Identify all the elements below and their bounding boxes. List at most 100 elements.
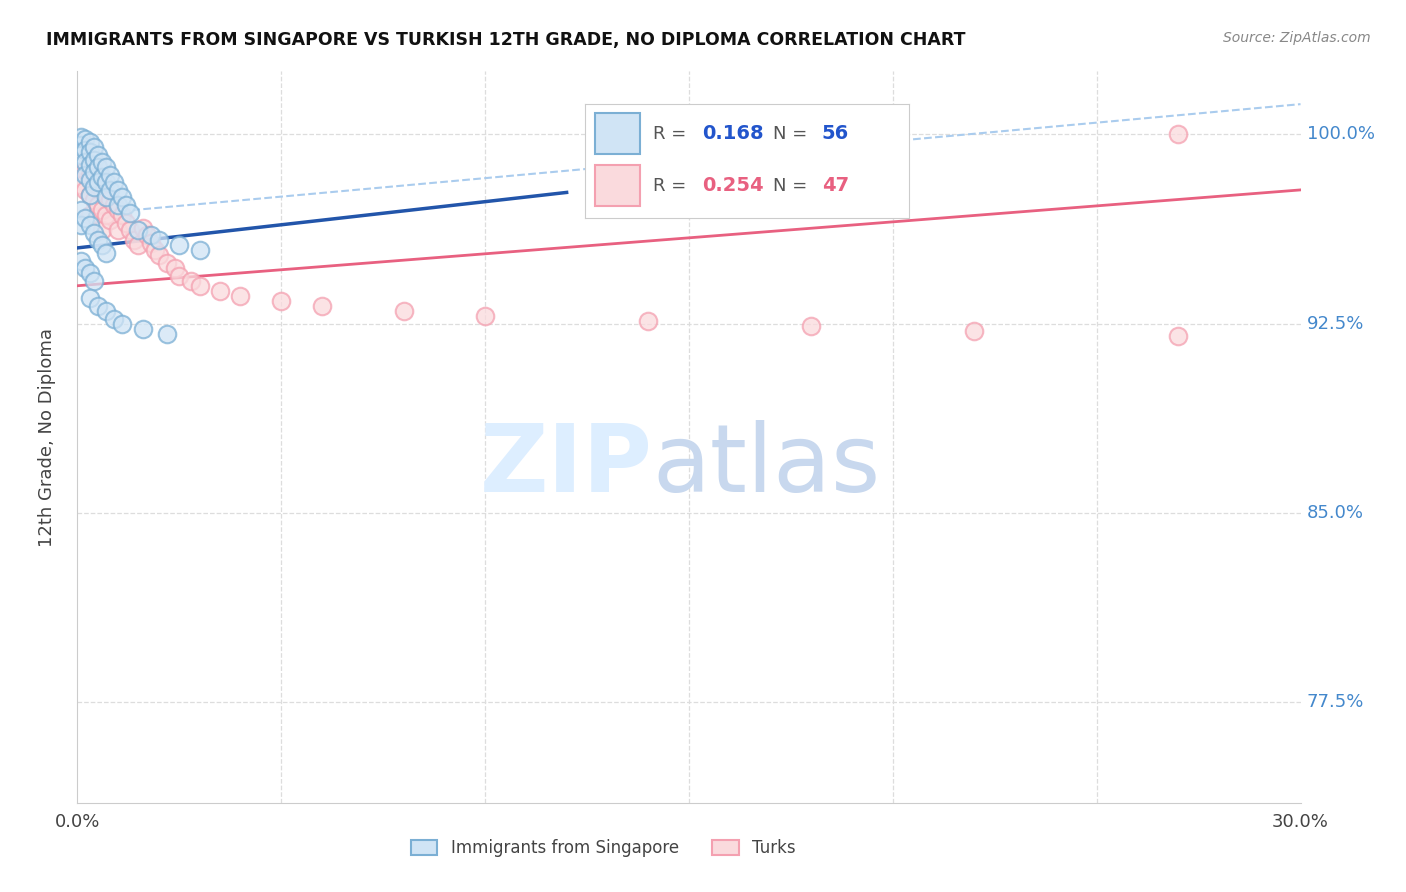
- Point: [208, 284, 231, 298]
- Point: [131, 220, 153, 235]
- Point: [83, 226, 105, 240]
- Point: [83, 153, 105, 167]
- Point: [87, 160, 110, 174]
- Point: [94, 188, 117, 202]
- Point: [79, 173, 101, 187]
- Point: [107, 223, 129, 237]
- Text: 100.0%: 100.0%: [1306, 126, 1375, 144]
- Point: [70, 218, 93, 232]
- Text: Source: ZipAtlas.com: Source: ZipAtlas.com: [1223, 31, 1371, 45]
- Point: [135, 228, 157, 243]
- Point: [79, 158, 101, 172]
- Point: [87, 299, 110, 313]
- Point: [127, 238, 149, 252]
- Point: [115, 216, 138, 230]
- Point: [79, 188, 101, 202]
- Point: [169, 238, 191, 252]
- Point: [148, 248, 170, 262]
- Point: [70, 158, 93, 172]
- Point: [79, 218, 101, 232]
- Point: [83, 193, 105, 207]
- Point: [188, 278, 211, 293]
- Point: [75, 162, 97, 177]
- Point: [107, 203, 129, 218]
- Point: [1167, 128, 1189, 142]
- Point: [75, 168, 97, 182]
- Point: [79, 188, 101, 202]
- Point: [1167, 329, 1189, 343]
- Point: [70, 253, 93, 268]
- Point: [127, 223, 149, 237]
- Point: [87, 178, 110, 192]
- Point: [111, 208, 134, 222]
- Point: [87, 175, 110, 189]
- Point: [70, 203, 93, 218]
- Point: [103, 198, 125, 212]
- Point: [79, 208, 101, 222]
- Text: IMMIGRANTS FROM SINGAPORE VS TURKISH 12TH GRADE, NO DIPLOMA CORRELATION CHART: IMMIGRANTS FROM SINGAPORE VS TURKISH 12T…: [46, 31, 966, 49]
- Point: [94, 208, 117, 222]
- Point: [103, 311, 125, 326]
- Point: [87, 147, 110, 161]
- Point: [90, 203, 112, 218]
- Point: [90, 223, 112, 237]
- Text: ZIP: ZIP: [479, 420, 652, 512]
- Point: [143, 244, 166, 258]
- Point: [83, 173, 105, 187]
- Point: [800, 319, 823, 334]
- Point: [169, 268, 191, 283]
- Point: [94, 160, 117, 174]
- Point: [70, 130, 93, 145]
- Point: [83, 180, 105, 194]
- Point: [637, 314, 659, 328]
- Point: [98, 168, 121, 182]
- Point: [94, 304, 117, 318]
- Point: [165, 261, 187, 276]
- Point: [103, 175, 125, 189]
- Point: [229, 289, 252, 303]
- Point: [70, 178, 93, 192]
- Point: [94, 190, 117, 204]
- Point: [115, 198, 138, 212]
- Point: [79, 145, 101, 159]
- Point: [75, 261, 97, 276]
- Point: [79, 291, 101, 305]
- Text: 85.0%: 85.0%: [1306, 504, 1364, 522]
- Point: [107, 183, 129, 197]
- Point: [180, 274, 202, 288]
- Point: [270, 293, 292, 308]
- Point: [70, 147, 93, 161]
- Point: [98, 183, 121, 197]
- Point: [94, 246, 117, 260]
- Point: [156, 326, 179, 341]
- Point: [392, 304, 415, 318]
- Point: [474, 309, 496, 323]
- Point: [139, 228, 162, 243]
- Point: [87, 233, 110, 247]
- Point: [90, 155, 112, 169]
- Point: [83, 140, 105, 154]
- Point: [139, 235, 162, 250]
- Point: [111, 317, 134, 331]
- Point: [311, 299, 333, 313]
- Point: [120, 223, 142, 237]
- Point: [90, 183, 112, 197]
- Point: [79, 135, 101, 149]
- Point: [94, 175, 117, 189]
- Point: [107, 198, 129, 212]
- Point: [188, 244, 211, 258]
- Point: [83, 274, 105, 288]
- Point: [75, 143, 97, 157]
- Point: [79, 168, 101, 182]
- Point: [90, 238, 112, 252]
- Point: [75, 211, 97, 225]
- Point: [75, 155, 97, 169]
- Point: [90, 170, 112, 185]
- Point: [111, 190, 134, 204]
- Point: [98, 193, 121, 207]
- Point: [124, 233, 146, 247]
- Y-axis label: 12th Grade, No Diploma: 12th Grade, No Diploma: [38, 327, 56, 547]
- Text: 77.5%: 77.5%: [1306, 693, 1364, 711]
- Point: [98, 213, 121, 227]
- Point: [120, 205, 142, 219]
